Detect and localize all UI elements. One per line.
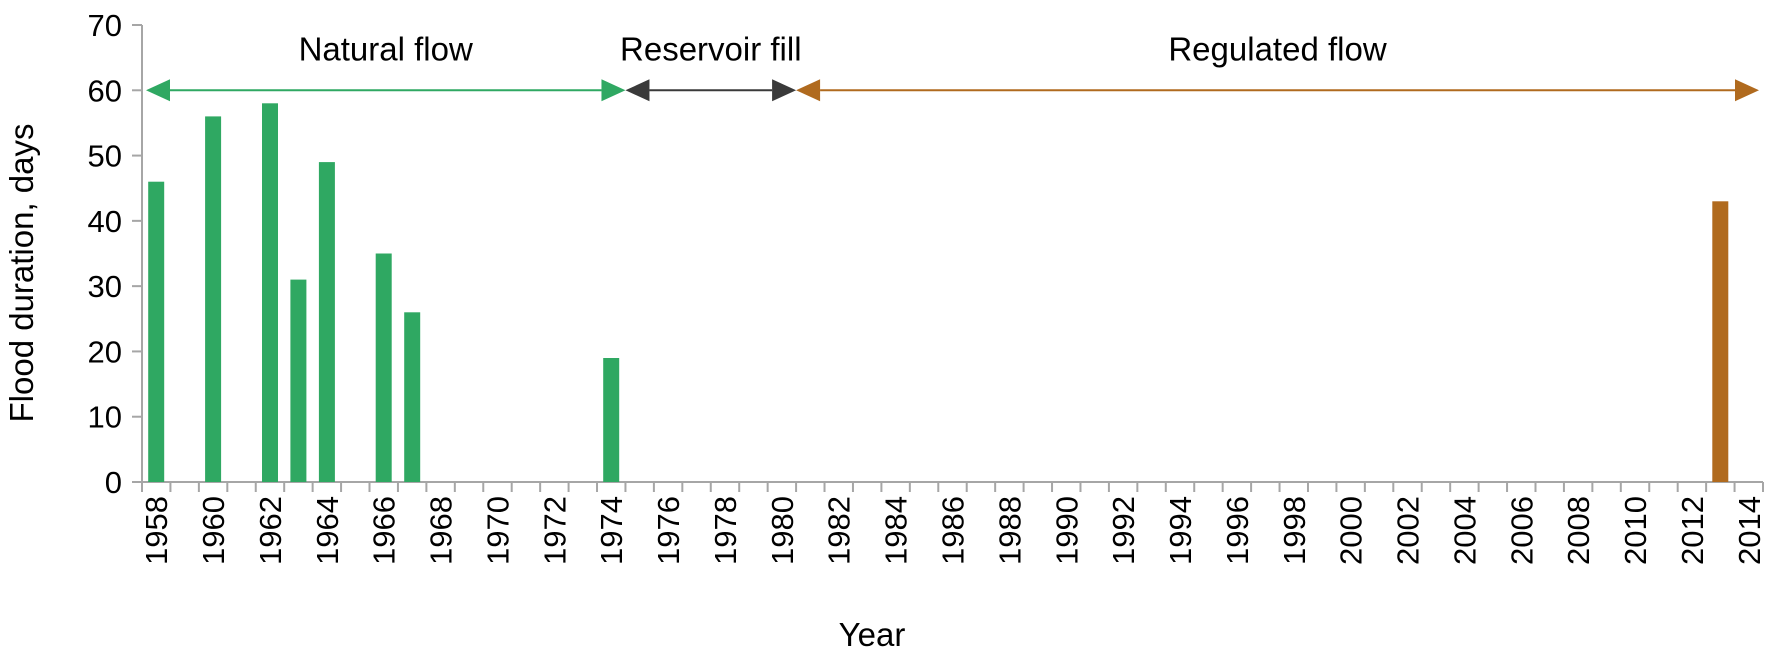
x-tick-label: 1990 [1049,496,1084,565]
bar-1964 [318,162,335,482]
bar-1958 [148,181,165,482]
y-tick-label: 10 [88,400,122,435]
y-tick-label: 20 [88,334,122,369]
x-tick-label: 1982 [822,496,857,565]
x-tick-label: 1988 [992,496,1027,565]
y-tick-label: 70 [88,8,122,43]
x-axis-label: Year [839,616,906,653]
bar-1966 [375,253,392,482]
x-tick-label: 2000 [1334,496,1369,565]
x-tick-label: 2008 [1561,496,1596,565]
x-tick-label: 1986 [936,496,971,565]
y-tick-label: 40 [88,204,122,239]
regulated-arrow-head-left [796,79,821,102]
y-tick-label: 50 [88,139,122,174]
bar-1974 [603,358,620,482]
x-tick-label: 1978 [708,496,743,565]
reservoir-arrow-head-right [772,79,797,102]
x-tick-label: 1976 [651,496,686,565]
x-tick-label: 2004 [1447,496,1482,565]
x-tick-label: 1960 [196,496,231,565]
y-axis-label: Flood duration, days [3,123,40,422]
x-tick-label: 2006 [1504,496,1539,565]
x-tick-label: 1998 [1277,496,1312,565]
bar-1967 [404,312,421,482]
x-tick-label: 2012 [1675,496,1710,565]
natural-period-label: Natural flow [299,30,473,67]
x-tick-label: 1980 [765,496,800,565]
x-tick-label: 1972 [537,496,572,565]
y-tick-label: 30 [88,269,122,304]
reservoir-arrow-head-left [625,79,650,102]
x-tick-label: 1966 [367,496,402,565]
bar-1962 [262,103,278,483]
x-tick-label: 1996 [1220,496,1255,565]
x-tick-label: 2010 [1618,496,1653,565]
reservoir-period-label: Reservoir fill [620,30,802,67]
x-tick-label: 1964 [310,496,345,565]
x-tick-label: 1974 [594,496,629,565]
x-tick-label: 1984 [879,496,914,565]
x-tick-label: 1994 [1163,496,1198,565]
bar-1960 [205,116,222,483]
natural-arrow-head-right [601,79,626,102]
x-tick-label: 1970 [481,496,516,565]
y-tick-label: 60 [88,73,122,108]
x-tick-label: 2014 [1732,496,1767,565]
regulated-arrow-head-right [1735,79,1759,102]
x-tick-label: 1992 [1106,496,1141,565]
regulated-period-label: Regulated flow [1168,30,1386,67]
x-tick-label: 1968 [424,496,459,565]
bar-2013 [1712,201,1729,483]
x-tick-label: 1958 [139,496,174,565]
y-tick-label: 0 [105,465,122,500]
x-tick-label: 2002 [1391,496,1426,565]
natural-arrow-head-left [146,79,170,102]
bar-1963 [290,279,307,482]
x-tick-label: 1962 [253,496,288,565]
